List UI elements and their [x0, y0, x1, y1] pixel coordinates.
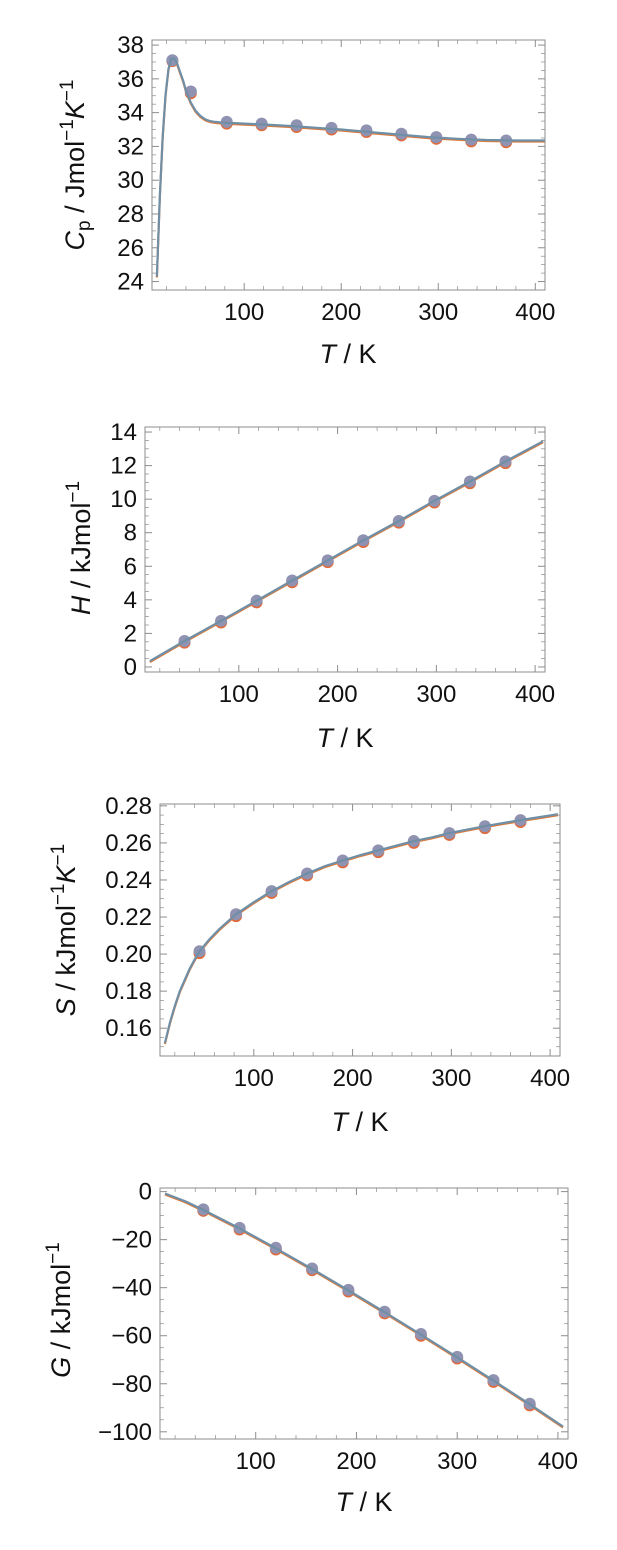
- cp-y-tick-label: 34: [117, 100, 144, 127]
- g-y-tick-label: −40: [111, 1275, 152, 1302]
- cp-y-tick-label: 30: [117, 167, 144, 194]
- s-x-tick-label: 200: [333, 1065, 373, 1092]
- cp-y-tick-label: 26: [117, 235, 144, 262]
- s-chart: 100 200 300 400 0.16 0.18 0.20 0.22 0.24 0.26 0.28…: [48, 793, 570, 1137]
- cp-x-tick-label: 300: [418, 299, 458, 326]
- h-y-tick-label: 12: [110, 453, 137, 480]
- s-x-axis-label: T / K: [331, 1107, 388, 1137]
- h-ticks: 100 200 300 400 0 2 4 6 8 10 12 14: [110, 419, 555, 708]
- h-y-tick-label: 8: [124, 520, 137, 547]
- g-y-tick-label: −60: [111, 1323, 152, 1350]
- s-x-tick-label: 100: [234, 1065, 274, 1092]
- cp-y-tick-label: 36: [117, 66, 144, 93]
- h-x-tick-label: 200: [318, 681, 358, 708]
- g-chart: 100 200 300 400 0 −20 −40 −60 −80 −100 T / K G / …: [43, 1179, 578, 1517]
- s-y-tick-label: 0.18: [105, 978, 152, 1005]
- g-fit-curve-orange: [164, 1193, 564, 1429]
- s-x-tick-label: 400: [530, 1065, 570, 1092]
- s-plot-frame: [159, 803, 561, 1057]
- h-fit-curve: [149, 440, 544, 663]
- h-y-tick-label: 4: [124, 587, 137, 614]
- h-x-tick-label: 100: [219, 681, 259, 708]
- s-ticks: 100 200 300 400 0.16 0.18 0.20 0.22 0.24 0.26 0.28: [105, 793, 570, 1092]
- h-x-tick-label: 400: [515, 681, 555, 708]
- cp-x-tick-label: 400: [515, 299, 555, 326]
- g-ticks: 100 200 300 400 0 −20 −40 −60 −80 −100: [98, 1179, 578, 1475]
- s-y-tick-label: 0.16: [105, 1015, 152, 1042]
- g-y-axis-label: G / kJmol−1: [43, 1242, 76, 1378]
- cp-x-axis-label: T / K: [319, 339, 376, 369]
- cp-y-tick-label: 24: [117, 269, 144, 296]
- cp-plot-frame: [151, 39, 546, 291]
- cp-fit-curve: [155, 57, 545, 277]
- h-x-axis-label: T / K: [316, 723, 373, 753]
- h-y-tick-label: 14: [110, 419, 137, 446]
- g-y-tick-label: −80: [111, 1371, 152, 1398]
- g-x-tick-label: 300: [437, 1448, 477, 1475]
- h-y-tick-label: 10: [110, 486, 137, 513]
- h-y-axis-label: H / kJmol−1: [63, 481, 96, 615]
- h-chart: 100 200 300 400 0 2 4 6 8 10 12 14 T / K H / kJmol−…: [63, 419, 555, 753]
- s-y-tick-label: 0.22: [105, 904, 152, 931]
- g-plot-frame: [159, 1187, 569, 1440]
- cp-ticks: 100 200 300 400 24 26 28 30 32 34 36 38: [117, 32, 555, 326]
- cp-point-b: [360, 124, 373, 137]
- s-x-tick-label: 300: [431, 1065, 471, 1092]
- cp-marks: [155, 54, 545, 278]
- cp-y-tick-label: 38: [117, 32, 144, 59]
- s-y-tick-label: 0.24: [105, 867, 152, 894]
- cp-x-tick-label: 100: [224, 299, 264, 326]
- s-y-tick-label: 0.28: [105, 793, 152, 820]
- s-y-tick-label: 0.26: [105, 830, 152, 857]
- g-x-tick-label: 200: [336, 1448, 376, 1475]
- h-x-tick-label: 300: [416, 681, 456, 708]
- g-marks: [164, 1192, 564, 1429]
- h-marks: [149, 440, 544, 664]
- s-y-tick-label: 0.20: [105, 941, 152, 968]
- g-x-axis-label: T / K: [335, 1487, 392, 1517]
- g-x-tick-label: 400: [538, 1448, 578, 1475]
- h-fit-curve-orange: [149, 441, 544, 664]
- cp-x-tick-label: 200: [321, 299, 361, 326]
- cp-fit-curve-orange: [155, 58, 545, 278]
- cp-y-tick-label: 28: [117, 201, 144, 228]
- g-y-tick-label: 0: [139, 1179, 152, 1206]
- s-y-axis-label: S / kJmol−1K−1: [48, 844, 81, 1016]
- cp-y-axis-label: Cp / Jmol−1K−1: [57, 80, 95, 251]
- s-fit-curve-orange: [163, 814, 559, 1045]
- g-x-tick-label: 100: [236, 1448, 276, 1475]
- h-y-tick-label: 6: [124, 553, 137, 580]
- cp-y-tick-label: 32: [117, 133, 144, 160]
- g-y-tick-label: −100: [98, 1419, 152, 1446]
- cp-chart: 100 200 300 400 24 26 28 30 32 34 36 38 T / K Cp / …: [57, 32, 555, 369]
- h-y-tick-label: 0: [124, 654, 137, 681]
- h-y-tick-label: 2: [124, 620, 137, 647]
- g-y-tick-label: −20: [111, 1227, 152, 1254]
- s-marks: [163, 813, 559, 1045]
- s-fit-curve: [163, 813, 559, 1044]
- g-fit-curve: [164, 1192, 564, 1428]
